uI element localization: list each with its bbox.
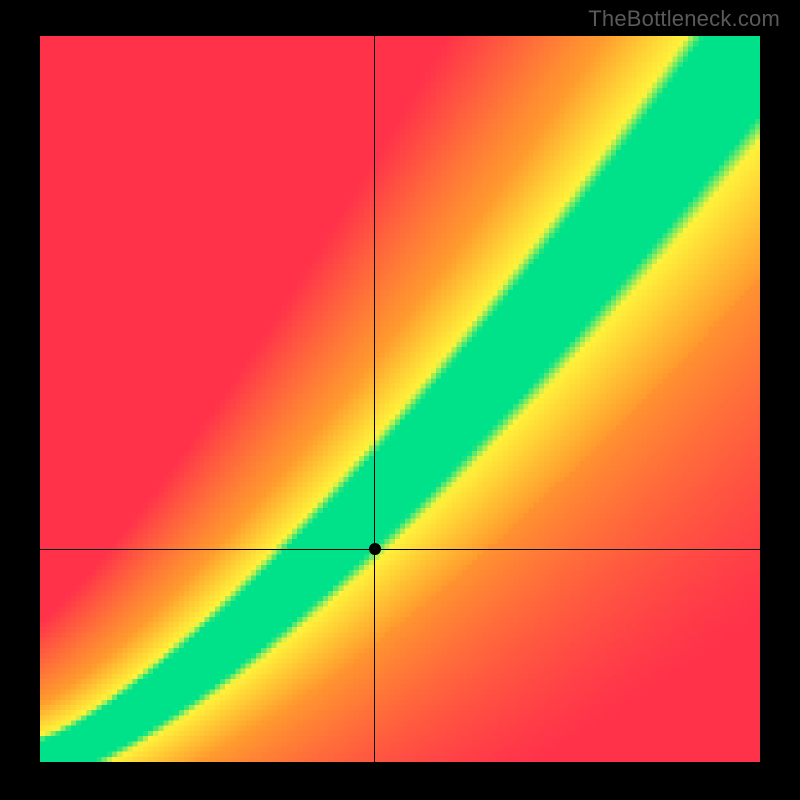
watermark-label: TheBottleneck.com xyxy=(588,6,780,32)
plot-area xyxy=(40,36,760,762)
marker-dot xyxy=(369,543,381,555)
chart-container: TheBottleneck.com xyxy=(0,0,800,800)
heatmap-canvas xyxy=(40,36,760,762)
crosshair-horizontal xyxy=(40,549,760,550)
crosshair-vertical xyxy=(374,36,375,762)
